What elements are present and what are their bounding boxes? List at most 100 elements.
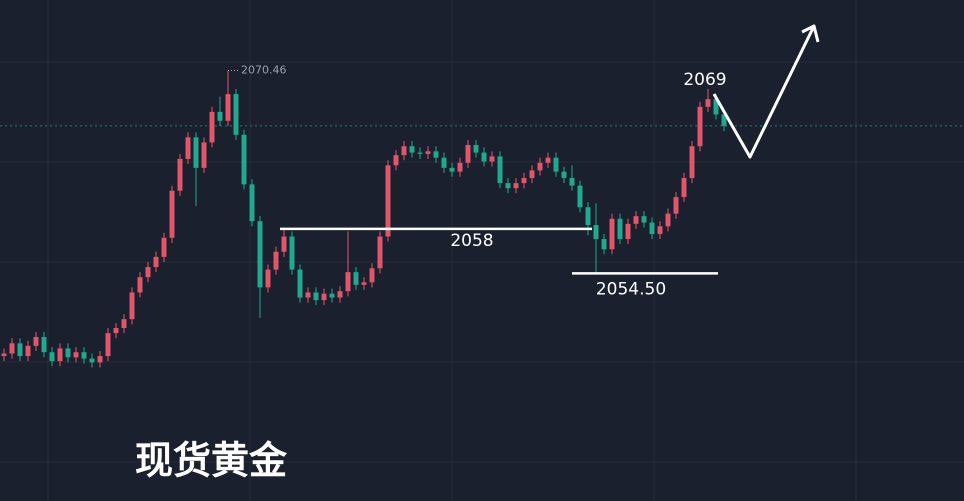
candle-body <box>57 348 63 362</box>
candle-body <box>201 142 207 168</box>
candle-body <box>97 356 103 363</box>
candle-body <box>49 352 55 362</box>
candle-body <box>561 171 567 179</box>
annotation-label: 2069 <box>683 70 726 90</box>
candle-body <box>297 269 303 298</box>
candle-body <box>185 137 191 159</box>
candle-body <box>161 237 167 257</box>
candle-body <box>585 207 591 226</box>
candle-body <box>345 272 351 292</box>
annotation-label: 2070.46 <box>241 63 287 76</box>
candle-body <box>321 293 327 301</box>
candle-body <box>609 218 615 250</box>
candle-body <box>481 152 487 162</box>
candle-body <box>257 221 263 288</box>
candle-body <box>617 218 623 240</box>
candle-body <box>697 106 703 147</box>
candle-body <box>169 190 175 238</box>
candle-body <box>17 343 23 357</box>
candle-body <box>409 146 415 153</box>
candle-body <box>369 268 375 283</box>
annotation-label: 2054.50 <box>596 279 666 299</box>
candle-body <box>465 144 471 163</box>
candle-body <box>121 319 127 329</box>
candle-body <box>305 292 311 298</box>
candle-body <box>289 236 295 270</box>
candle-body <box>25 345 31 357</box>
candle-body <box>329 293 335 298</box>
candle-body <box>377 236 383 269</box>
candle-body <box>537 162 543 171</box>
candle-body <box>505 183 511 189</box>
candle-body <box>129 292 135 320</box>
candle-body <box>417 152 423 154</box>
candle-body <box>217 111 223 121</box>
candle-body <box>521 178 527 184</box>
candle-body <box>41 336 47 353</box>
candle-body <box>337 291 343 298</box>
candle-body <box>721 114 727 126</box>
candle-body <box>73 352 79 358</box>
candle-body <box>657 226 663 234</box>
candle-body <box>393 155 399 166</box>
candle-body <box>81 352 87 359</box>
arrow-head <box>801 24 820 43</box>
candle-body <box>225 94 231 121</box>
candle-body <box>577 185 583 208</box>
candle-body <box>113 328 119 334</box>
candle-body <box>353 272 359 285</box>
forecast-arrow <box>712 25 816 159</box>
candle-body <box>601 239 607 250</box>
candle-body <box>425 151 431 154</box>
candle-body <box>457 162 463 172</box>
candle-body <box>1 353 7 357</box>
candle-body <box>281 236 287 252</box>
candle-body <box>497 156 503 184</box>
candle-body <box>65 348 71 358</box>
chart-title: 现货黄金 <box>135 438 288 483</box>
candle-body <box>313 292 319 301</box>
candle-body <box>385 165 391 237</box>
candle-body <box>625 223 631 240</box>
candle-body <box>265 269 271 288</box>
candle-body <box>249 184 255 222</box>
candle-body <box>449 167 455 172</box>
candle-body <box>529 170 535 179</box>
candle-body <box>177 158 183 191</box>
candle-body <box>569 178 575 186</box>
candle-body <box>233 94 239 135</box>
candle-body <box>513 183 519 189</box>
candle-body <box>489 156 495 162</box>
candle-body <box>209 111 215 143</box>
candle-body <box>681 178 687 198</box>
candle-body <box>441 157 447 168</box>
candle-body <box>641 216 647 223</box>
candle-body <box>193 137 199 168</box>
candle-body <box>9 343 15 354</box>
candle-body <box>545 157 551 163</box>
candle-body <box>689 146 695 179</box>
candle-body <box>705 99 711 107</box>
candle-body <box>713 99 719 115</box>
candle-body <box>433 151 439 158</box>
candle-body <box>473 144 479 153</box>
candle-body <box>273 251 279 270</box>
candle-body <box>553 157 559 172</box>
candle-body <box>593 225 599 240</box>
candle-body <box>89 358 95 363</box>
candle-body <box>137 277 143 293</box>
candle-body <box>241 134 247 185</box>
candle-body <box>673 197 679 214</box>
candle-body <box>361 282 367 285</box>
candle-body <box>105 333 111 357</box>
candle-body <box>401 146 407 156</box>
annotation-label: 2058 <box>450 231 493 251</box>
candle-body <box>153 256 159 268</box>
candle-body <box>633 216 639 224</box>
candle-body <box>145 267 151 278</box>
candle-body <box>665 213 671 227</box>
